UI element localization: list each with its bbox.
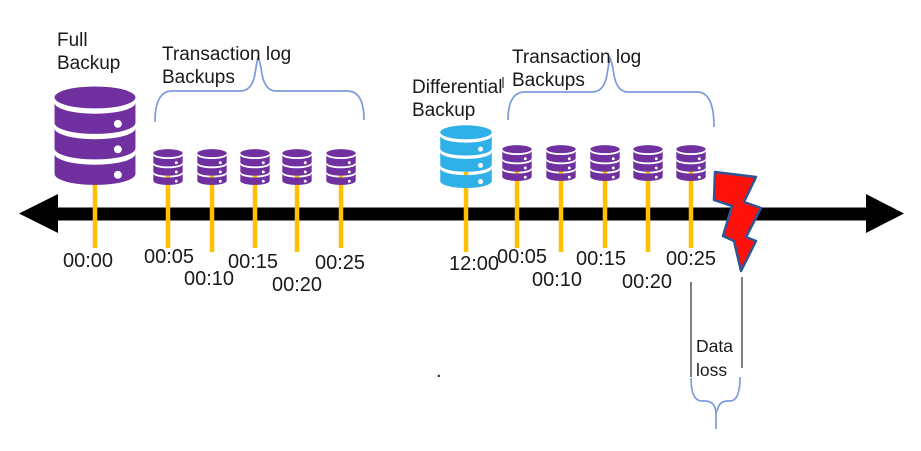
time-label-0000: 00:00 [62,250,114,272]
transaction-log-backup-icon [633,145,663,181]
failure-lightning-bolt-icon [712,170,763,273]
transaction-log-backup-icon [197,149,227,185]
transaction-log-backup-icon [590,145,620,181]
differential-backup-database-icon [440,125,492,189]
time-label-0010b: 00:10 [531,269,583,291]
transaction-log-label-1: Transaction log Backups [162,44,292,88]
differential-backup-label: Differential Backup [412,77,503,121]
stray-dot: . [436,360,442,382]
transaction-log-backup-icon [326,149,356,185]
full-backup-label: Full Backup [57,30,121,74]
data-loss-label: Data loss [696,336,733,380]
time-label-0025: 00:25 [314,252,366,274]
transaction-log-backup-icon [546,145,576,181]
transaction-log-brace-1 [154,54,365,123]
time-label-0015b: 00:15 [575,248,627,270]
transaction-log-brace-2 [507,55,715,128]
time-label-0025b: 00:25 [665,248,717,270]
transaction-log-backup-icon [502,145,532,181]
data-loss-brace [690,376,741,415]
transaction-log-backup-icon [240,149,270,185]
timeline-arrow [19,194,904,233]
transaction-log-backup-icon [676,145,706,181]
time-label-0020: 00:20 [271,274,323,296]
time-label-0015: 00:15 [227,251,279,273]
time-label-0005: 00:05 [143,246,195,268]
time-label-0020b: 00:20 [621,271,673,293]
time-label-1200: 12:00 [448,253,500,275]
full-backup-database-icon [54,86,136,185]
time-label-0010: 00:10 [183,268,235,290]
transaction-log-backup-icon [282,149,312,185]
time-label-0005b: 00:05 [496,246,548,268]
transaction-log-backup-icon [153,149,183,185]
transaction-log-label-2: Transaction log Backups [512,47,642,91]
